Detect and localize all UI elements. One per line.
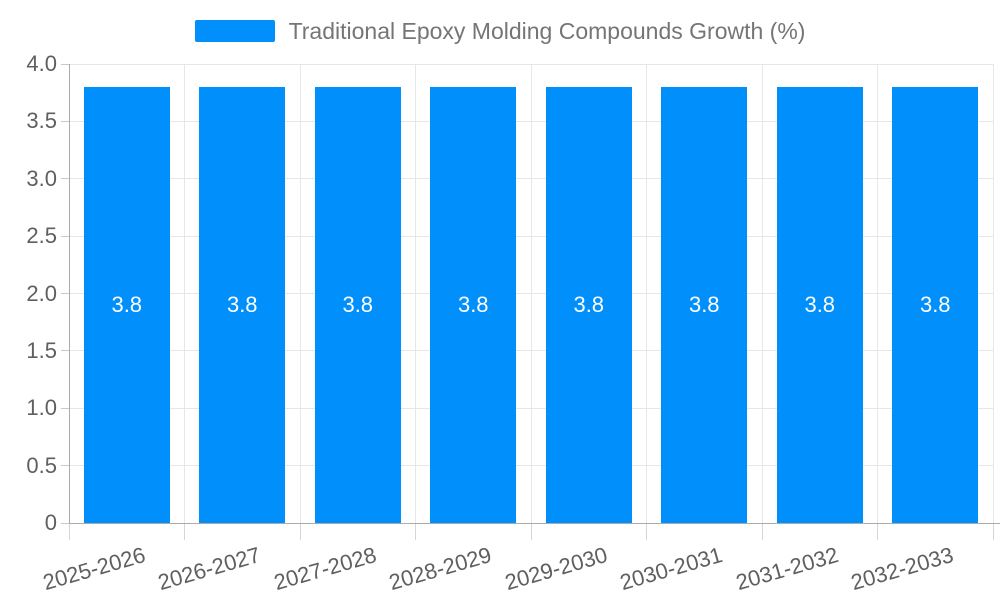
gridline-vertical: [184, 64, 185, 523]
bar[interactable]: [776, 86, 863, 523]
bar[interactable]: [314, 86, 401, 523]
y-axis-tick: [61, 407, 69, 409]
gridline-vertical: [415, 64, 416, 523]
x-axis-category-label: 2030-2031: [617, 542, 726, 596]
x-axis-tick: [761, 523, 763, 540]
gridline-vertical: [761, 64, 763, 523]
x-axis-category-label: 2029-2030: [501, 542, 610, 596]
x-axis-tick: [877, 523, 878, 540]
y-axis-tick-label: 4.0: [26, 51, 57, 76]
y-axis-tick: [61, 465, 69, 467]
x-axis-tick: [68, 523, 70, 540]
x-axis-category-label: 2027-2028: [270, 542, 379, 596]
x-axis-tick: [646, 523, 647, 540]
y-axis-tick-label: 1.0: [26, 395, 57, 421]
bar[interactable]: [199, 86, 286, 523]
bar-value-label: 3.8: [688, 291, 720, 317]
bar-value-label: 3.8: [457, 291, 489, 317]
x-axis-tick: [184, 523, 185, 540]
x-axis-category-label: 2025-2026: [39, 542, 148, 596]
bar[interactable]: [83, 86, 170, 523]
bar-value-label: 3.8: [342, 291, 374, 317]
y-axis-tick: [61, 235, 69, 237]
y-axis-tick-label: 1.5: [26, 337, 57, 363]
y-axis-tick: [61, 63, 69, 65]
x-axis-tick: [530, 523, 532, 540]
bar-value-label: 3.8: [919, 291, 951, 317]
bar-value-label: 3.8: [573, 291, 605, 317]
gridline-vertical: [646, 64, 647, 523]
bar[interactable]: [545, 86, 632, 523]
y-axis-tick: [61, 120, 69, 122]
bar[interactable]: [892, 86, 979, 523]
x-axis-category-label: 2032-2033: [848, 542, 957, 596]
gridline-vertical: [877, 64, 878, 523]
x-axis-tick: [415, 523, 416, 540]
x-axis-tick: [299, 523, 301, 540]
y-axis-tick-label: 0: [44, 510, 57, 535]
bar-value-label: 3.8: [226, 291, 258, 317]
y-axis-tick: [61, 178, 69, 180]
legend-item[interactable]: Traditional Epoxy Molding Compounds Grow…: [0, 14, 1000, 48]
bar-value-label: 3.8: [111, 291, 143, 317]
bar[interactable]: [430, 86, 517, 523]
y-axis-tick: [61, 293, 69, 294]
y-axis-tick-label: 3.0: [26, 165, 57, 191]
legend-label: Traditional Epoxy Molding Compounds Grow…: [288, 17, 806, 44]
legend-swatch-icon: [194, 20, 275, 42]
y-axis-tick-label: 0.5: [26, 452, 57, 478]
y-axis-tick: [61, 350, 69, 352]
y-axis-tick-label: 3.5: [26, 108, 57, 134]
y-axis-tick-label: 2.5: [26, 223, 57, 249]
bar[interactable]: [661, 86, 748, 523]
y-axis-tick: [61, 522, 69, 524]
gridline-vertical: [992, 64, 994, 523]
x-axis-tick: [992, 523, 994, 540]
bar-value-label: 3.8: [804, 291, 836, 317]
gridline-vertical: [299, 64, 301, 523]
y-axis-tick-label: 2.0: [26, 280, 57, 306]
x-axis-category-label: 2031-2032: [732, 542, 841, 596]
x-axis-category-label: 2028-2029: [386, 542, 495, 596]
gridline-vertical: [530, 64, 532, 523]
y-axis-line: [69, 64, 70, 524]
x-axis-line: [69, 523, 1000, 524]
x-axis-category-label: 2026-2027: [155, 542, 264, 596]
